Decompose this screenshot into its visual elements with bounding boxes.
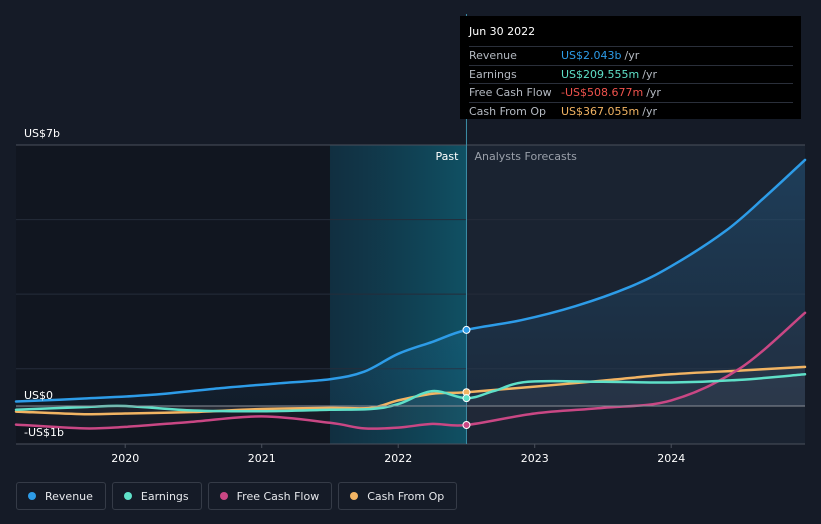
legend-label: Free Cash Flow: [236, 489, 320, 503]
past-label: Past: [436, 150, 460, 163]
x-axis: 2020 2021 2022 2023 2024: [111, 444, 685, 465]
tooltip-row-value: US$209.555m: [561, 67, 640, 81]
tooltip-date: Jun 30 2022: [469, 25, 536, 38]
legend-label: Revenue: [45, 489, 93, 503]
y-axis-label-bottom: -US$1b: [24, 426, 64, 439]
tooltip-row-value: US$2.043b: [561, 49, 622, 63]
x-tick-label: 2023: [521, 452, 549, 465]
tooltip-row-value: US$367.055m: [561, 104, 640, 118]
legend-dot-icon: [219, 492, 228, 500]
tooltip-row-label: Revenue: [469, 49, 517, 63]
legend: Revenue Earnings Free Cash Flow Cash Fro…: [16, 482, 458, 510]
free-cash-flow-line: [14, 311, 807, 430]
tooltip: Jun 30 2022 Revenue US$2.043b /yr Earnin…: [460, 16, 801, 119]
forecast-label: Analysts Forecasts: [474, 150, 577, 163]
x-tick-label: 2021: [248, 452, 276, 465]
legend-item-free-cash-flow[interactable]: Free Cash Flow: [207, 482, 333, 510]
tooltip-row-label: Earnings: [469, 67, 517, 81]
tooltip-row-cash-from-op: Cash From Op US$367.055m /yr: [469, 101, 793, 121]
earnings-line: [14, 373, 807, 413]
tooltip-row-unit: /yr: [642, 67, 657, 81]
tooltip-row-unit: /yr: [624, 49, 640, 63]
legend-label: Earnings: [140, 489, 189, 503]
y-axis-label-top: US$7b: [24, 127, 60, 140]
tooltip-row-unit: /yr: [642, 104, 657, 118]
tooltip-row-earnings: Earnings US$209.555m /yr: [469, 64, 793, 84]
tooltip-row-label: Free Cash Flow: [469, 86, 552, 100]
tooltip-row-value: -US$508.677m: [561, 86, 644, 100]
tooltip-row-label: Cash From Op: [469, 104, 547, 118]
free-cash-flow-marker: [462, 421, 471, 430]
legend-item-earnings[interactable]: Earnings: [111, 482, 202, 510]
tooltip-row-revenue: Revenue US$2.043b /yr: [469, 46, 793, 65]
earnings-marker: [462, 394, 471, 403]
x-tick-label: 2020: [111, 452, 139, 465]
legend-dot-icon: [350, 492, 359, 500]
revenue-marker: [462, 325, 471, 334]
legend-label: Cash From Op: [367, 489, 445, 503]
free-cash-flow-area: [16, 312, 805, 429]
y-axis-label-zero: US$0: [24, 389, 53, 402]
tooltip-row-unit: /yr: [646, 86, 661, 100]
revenue-area: [16, 159, 805, 406]
legend-dot-icon: [123, 492, 132, 500]
legend-dot-icon: [28, 492, 36, 500]
x-tick-label: 2024: [657, 452, 685, 465]
legend-item-revenue[interactable]: Revenue: [16, 482, 106, 510]
x-tick-label: 2022: [384, 452, 412, 465]
cash-from-op-line: [14, 365, 807, 416]
legend-item-cash-from-op[interactable]: Cash From Op: [338, 482, 458, 510]
tooltip-row-free-cash-flow: Free Cash Flow -US$508.677m /yr: [469, 83, 793, 102]
revenue-line: [14, 158, 807, 403]
